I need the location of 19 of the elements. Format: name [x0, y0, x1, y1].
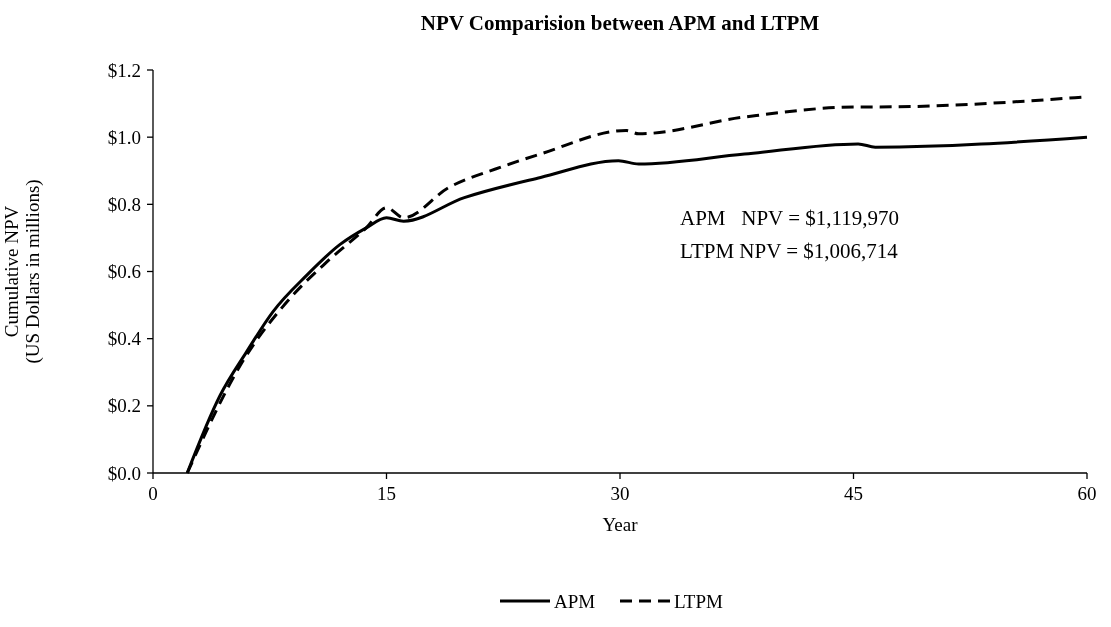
y-tick-label: $1.2 [107, 59, 141, 81]
y-tick-label: $0.0 [107, 462, 141, 484]
legend-label: LTPM [674, 590, 724, 612]
x-tick-label: 15 [377, 483, 396, 504]
x-tick-label: 0 [148, 483, 158, 504]
x-axis-title: Year [602, 514, 639, 535]
x-tick-label: 30 [610, 483, 630, 504]
chart-title: NPV Comparision between APM and LTPM [420, 11, 820, 35]
y-tick-label: $0.2 [107, 395, 141, 417]
y-tick-label: $0.6 [107, 261, 141, 283]
y-tick-label: $1.0 [107, 126, 141, 148]
legend-label: APM [554, 590, 596, 612]
y-tick-label: $0.4 [107, 328, 142, 350]
x-tick-label: 45 [844, 483, 863, 504]
y-tick-label: $0.8 [107, 193, 141, 215]
y-axis-title: Cumulative NPV (US Dollars in millions) [0, 179, 45, 364]
annotation: APM NPV = $1,119,970 [680, 206, 899, 230]
x-tick-label: 60 [1077, 483, 1097, 504]
annotation: LTPM NPV = $1,006,714 [680, 239, 899, 263]
